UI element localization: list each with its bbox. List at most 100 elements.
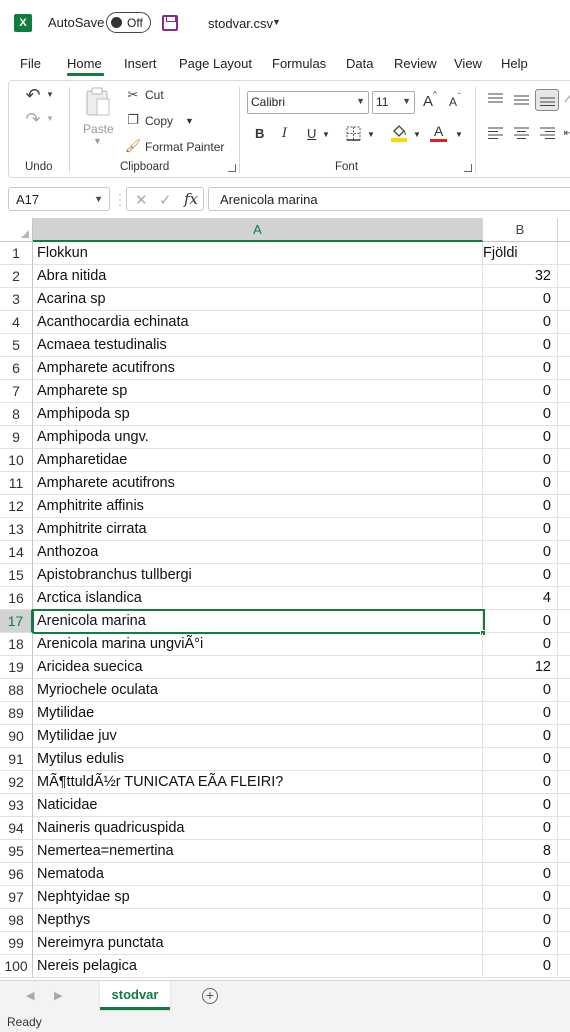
- cell-a[interactable]: Nematoda: [33, 863, 483, 886]
- cell-a[interactable]: Ampharete acutifrons: [33, 357, 483, 380]
- formula-input[interactable]: Arenicola marina: [208, 187, 570, 211]
- cell-a[interactable]: Aricidea suecica: [33, 656, 483, 679]
- orientation-icon[interactable]: ⟋: [564, 93, 570, 105]
- cell-b[interactable]: 0: [483, 702, 558, 725]
- cell-b[interactable]: 0: [483, 311, 558, 334]
- cell-a[interactable]: Acarina sp: [33, 288, 483, 311]
- undo-icon[interactable]: ↶: [25, 84, 41, 105]
- cell-c[interactable]: [558, 748, 570, 771]
- cell-c[interactable]: [558, 794, 570, 817]
- cell-b[interactable]: 0: [483, 909, 558, 932]
- row-header[interactable]: 94: [0, 817, 33, 840]
- cell-c[interactable]: [558, 702, 570, 725]
- cell-a[interactable]: Amphitrite affinis: [33, 495, 483, 518]
- cell-b[interactable]: 0: [483, 679, 558, 702]
- cell-a[interactable]: Nereimyra punctata: [33, 932, 483, 955]
- cell-c[interactable]: [558, 909, 570, 932]
- cell-c[interactable]: [558, 610, 570, 633]
- row-header[interactable]: 95: [0, 840, 33, 863]
- cell-a[interactable]: Arctica islandica: [33, 587, 483, 610]
- cell-a[interactable]: Arenicola marina ungviÃ°i: [33, 633, 483, 656]
- formula-bar-grip-icon[interactable]: · · ·: [118, 187, 122, 211]
- align-left-icon[interactable]: [487, 125, 503, 141]
- cell-a[interactable]: Arenicola marina: [33, 610, 483, 633]
- cell-a[interactable]: Myriochele oculata: [33, 679, 483, 702]
- copy-dropdown-icon[interactable]: ▼: [185, 116, 194, 126]
- redo-dropdown-icon[interactable]: ▼: [46, 113, 54, 123]
- cell-a[interactable]: Amphipoda ungv.: [33, 426, 483, 449]
- tab-home[interactable]: Home: [67, 56, 102, 71]
- borders-dropdown-icon[interactable]: ▼: [367, 130, 375, 139]
- cell-c[interactable]: [558, 771, 570, 794]
- row-header[interactable]: 97: [0, 886, 33, 909]
- row-header[interactable]: 1: [0, 242, 33, 265]
- cell-a[interactable]: Naineris quadricuspida: [33, 817, 483, 840]
- font-color-icon[interactable]: A: [434, 123, 444, 139]
- cell-c[interactable]: [558, 288, 570, 311]
- row-header[interactable]: 9: [0, 426, 33, 449]
- cell-b[interactable]: 0: [483, 403, 558, 426]
- font-color-dropdown-icon[interactable]: ▼: [455, 130, 463, 139]
- format-painter-icon[interactable]: 🖌: [124, 138, 142, 153]
- row-header[interactable]: 92: [0, 771, 33, 794]
- autosave-toggle[interactable]: Off: [106, 12, 151, 33]
- cell-c[interactable]: [558, 886, 570, 909]
- row-header[interactable]: 18: [0, 633, 33, 656]
- cell-b[interactable]: 0: [483, 288, 558, 311]
- cell-a[interactable]: Ampharetidae: [33, 449, 483, 472]
- cell-a[interactable]: Naticidae: [33, 794, 483, 817]
- cell-c[interactable]: [558, 955, 570, 978]
- cell-c[interactable]: [558, 334, 570, 357]
- clipboard-icon[interactable]: [83, 87, 113, 119]
- cell-c[interactable]: [558, 403, 570, 426]
- column-header-a[interactable]: A: [33, 218, 483, 242]
- cell-b[interactable]: 0: [483, 357, 558, 380]
- cell-a[interactable]: Abra nitida: [33, 265, 483, 288]
- scroll-right-icon[interactable]: ▶: [54, 990, 63, 1002]
- cell-b[interactable]: 4: [483, 587, 558, 610]
- font-size-select[interactable]: 11 ▼: [372, 91, 415, 114]
- row-header[interactable]: 13: [0, 518, 33, 541]
- row-header[interactable]: 19: [0, 656, 33, 679]
- scroll-left-icon[interactable]: ◀: [26, 990, 35, 1002]
- align-top-icon[interactable]: [487, 91, 503, 107]
- row-header[interactable]: 88: [0, 679, 33, 702]
- cell-a[interactable]: Anthozoa: [33, 541, 483, 564]
- cell-b[interactable]: 0: [483, 610, 558, 633]
- increase-font-size-icon[interactable]: A: [423, 93, 434, 110]
- align-bottom-icon[interactable]: [535, 89, 559, 111]
- cell-b[interactable]: 8: [483, 840, 558, 863]
- cut-button[interactable]: Cut: [145, 88, 164, 102]
- row-header[interactable]: 90: [0, 725, 33, 748]
- cell-b[interactable]: 0: [483, 449, 558, 472]
- enter-icon[interactable]: ✓: [159, 192, 172, 209]
- cell-a[interactable]: Mytilidae: [33, 702, 483, 725]
- tab-review[interactable]: Review: [394, 56, 437, 71]
- row-header[interactable]: 17: [0, 610, 33, 633]
- cell-b[interactable]: Fjöldi: [483, 242, 558, 265]
- row-header[interactable]: 93: [0, 794, 33, 817]
- clipboard-launcher-icon[interactable]: [228, 164, 236, 172]
- row-header[interactable]: 96: [0, 863, 33, 886]
- align-center-icon[interactable]: [513, 125, 529, 141]
- scissors-icon[interactable]: ✂: [127, 87, 139, 102]
- cell-b[interactable]: 0: [483, 863, 558, 886]
- chevron-down-icon[interactable]: ▼: [272, 17, 281, 27]
- cell-b[interactable]: 0: [483, 472, 558, 495]
- sheet-tab-stodvar[interactable]: stodvar: [100, 981, 170, 1010]
- cell-c[interactable]: [558, 449, 570, 472]
- font-name-select[interactable]: Calibri ▼: [247, 91, 369, 114]
- insert-function-icon[interactable]: fx: [184, 190, 199, 208]
- cell-b[interactable]: 0: [483, 794, 558, 817]
- row-header[interactable]: 7: [0, 380, 33, 403]
- cell-b[interactable]: 0: [483, 541, 558, 564]
- copy-icon[interactable]: ❐: [127, 112, 139, 127]
- row-header[interactable]: 4: [0, 311, 33, 334]
- column-header-b[interactable]: B: [483, 218, 558, 242]
- cell-c[interactable]: [558, 472, 570, 495]
- tab-data[interactable]: Data: [346, 56, 374, 71]
- cell-b[interactable]: 0: [483, 426, 558, 449]
- cell-c[interactable]: [558, 679, 570, 702]
- cell-b[interactable]: 0: [483, 495, 558, 518]
- tab-page-layout[interactable]: Page Layout: [179, 56, 253, 71]
